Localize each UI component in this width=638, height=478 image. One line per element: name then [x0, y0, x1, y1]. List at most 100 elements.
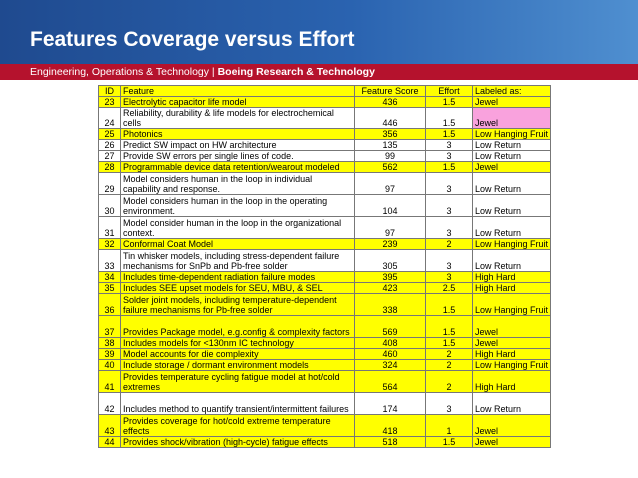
- row-feature: Solder joint models, including temperatu…: [120, 293, 355, 316]
- row-effort: 1.5: [425, 436, 473, 448]
- row-label: Low Hanging Fruit: [471, 359, 552, 371]
- row-label: High Hard: [471, 271, 552, 283]
- row-effort: 2: [425, 348, 473, 360]
- row-label: Jewel: [471, 315, 552, 338]
- organization-name: Boeing Research & Technology: [217, 66, 375, 78]
- row-feature: Model consider human in the loop in the …: [120, 216, 355, 239]
- row-feature: Include storage / dormant environment mo…: [120, 359, 355, 371]
- row-id: 43: [98, 414, 121, 437]
- row-feature-score: 239: [354, 238, 426, 250]
- header-labeled-as: Labeled as:: [471, 85, 552, 97]
- row-id: 26: [98, 139, 121, 151]
- row-effort: 1.5: [425, 107, 473, 129]
- row-feature-score: 135: [354, 139, 426, 151]
- row-feature: Includes SEE upset models for SEU, MBU, …: [120, 282, 355, 294]
- row-id: 24: [98, 107, 121, 129]
- table-row: 35 Includes SEE upset models for SEU, MBU…: [98, 282, 552, 294]
- row-id: 35: [98, 282, 121, 294]
- header-feature-score: Feature Score: [354, 85, 426, 97]
- row-id: 37: [98, 315, 121, 338]
- row-label: High Hard: [471, 370, 552, 393]
- header-id: ID: [98, 85, 121, 97]
- row-feature-score: 99: [354, 150, 426, 162]
- table-row: 42 Includes method to quantify transient/…: [98, 392, 552, 415]
- row-label: Jewel: [471, 161, 552, 173]
- row-feature-score: 446: [354, 107, 426, 129]
- row-feature: Electrolytic capacitor life model: [120, 96, 355, 108]
- row-effort: 3: [425, 139, 473, 151]
- row-feature: Conformal Coat Model: [120, 238, 355, 250]
- row-label: Jewel: [471, 436, 552, 448]
- row-effort: 3: [425, 216, 473, 239]
- row-effort: 1.5: [425, 293, 473, 316]
- table-row: 27 Provide SW errors per single lines of …: [98, 150, 552, 162]
- row-feature-score: 418: [354, 414, 426, 437]
- row-id: 28: [98, 161, 121, 173]
- row-effort: 3: [425, 150, 473, 162]
- table-row: 34 Includes time-dependent radiation fail…: [98, 271, 552, 283]
- row-feature: Includes models for <130nm IC technology: [120, 337, 355, 349]
- row-label: Low Return: [471, 392, 552, 415]
- table-row: 26 Predict SW impact on HW architecture 13…: [98, 139, 552, 151]
- row-effort: 2: [425, 359, 473, 371]
- row-feature: Tin whisker models, including stress-dep…: [120, 249, 355, 272]
- row-feature-score: 97: [354, 172, 426, 195]
- row-feature-score: 338: [354, 293, 426, 316]
- table-row: 39 Model accounts for die complexity 460 2 H…: [98, 348, 552, 360]
- table-row: 41 Provides temperature cycling fatigue m…: [98, 370, 552, 393]
- organization-prefix: Engineering, Operations & Technology |: [30, 66, 218, 78]
- row-id: 38: [98, 337, 121, 349]
- row-effort: 1.5: [425, 337, 473, 349]
- row-id: 23: [98, 96, 121, 108]
- row-effort: 3: [425, 172, 473, 195]
- row-feature-score: 408: [354, 337, 426, 349]
- header-effort: Effort: [425, 85, 473, 97]
- table-row: 44 Provides shock/vibration (high-cycle) …: [98, 436, 552, 448]
- row-feature-score: 104: [354, 194, 426, 217]
- row-effort: 1.5: [425, 128, 473, 140]
- row-id: 41: [98, 370, 121, 393]
- table-row: 30 Model considers human in the loop in t…: [98, 194, 552, 217]
- row-feature: Provide SW errors per single lines of co…: [120, 150, 355, 162]
- row-id: 42: [98, 392, 121, 415]
- row-feature: Provides temperature cycling fatigue mod…: [120, 370, 355, 393]
- row-feature: Provides shock/vibration (high-cycle) fa…: [120, 436, 355, 448]
- row-id: 40: [98, 359, 121, 371]
- row-id: 44: [98, 436, 121, 448]
- row-feature: Model accounts for die complexity: [120, 348, 355, 360]
- row-id: 29: [98, 172, 121, 195]
- row-label: Low Return: [471, 150, 552, 162]
- row-label: Low Return: [471, 139, 552, 151]
- table-row: 24 Reliability, durability & life models …: [98, 107, 552, 129]
- table-row: 33 Tin whisker models, including stress-d…: [98, 249, 552, 272]
- row-effort: 2.5: [425, 282, 473, 294]
- row-label: Low Hanging Fruit: [471, 128, 552, 140]
- row-label: Jewel: [471, 414, 552, 437]
- row-feature-score: 460: [354, 348, 426, 360]
- row-id: 25: [98, 128, 121, 140]
- row-label: Low Return: [471, 172, 552, 195]
- row-id: 31: [98, 216, 121, 239]
- row-effort: 3: [425, 249, 473, 272]
- organization-text: Engineering, Operations & Technology | B…: [30, 64, 375, 80]
- table-row: 38 Includes models for <130nm IC technolo…: [98, 337, 552, 349]
- row-feature: Includes method to quantify transient/in…: [120, 392, 355, 415]
- row-effort: 3: [425, 194, 473, 217]
- table-row: 31 Model consider human in the loop in th…: [98, 216, 552, 239]
- row-feature: Model considers human in the loop in ind…: [120, 172, 355, 195]
- row-feature-score: 518: [354, 436, 426, 448]
- table-row: 37 Provides Package model, e.g.config & c…: [98, 315, 552, 338]
- row-id: 33: [98, 249, 121, 272]
- row-feature: Includes time-dependent radiation failur…: [120, 271, 355, 283]
- features-table: ID Feature Feature Score Effort Labeled …: [98, 85, 552, 448]
- row-feature: Programmable device data retention/wearo…: [120, 161, 355, 173]
- title-bar: Features Coverage versus Effort: [0, 0, 638, 64]
- row-id: 30: [98, 194, 121, 217]
- row-effort: 3: [425, 392, 473, 415]
- table-header-row: ID Feature Feature Score Effort Labeled …: [98, 85, 552, 97]
- row-label: Low Hanging Fruit: [471, 293, 552, 316]
- row-effort: 3: [425, 271, 473, 283]
- row-feature-score: 436: [354, 96, 426, 108]
- table-row: 36 Solder joint models, including tempera…: [98, 293, 552, 316]
- row-label: Jewel: [471, 337, 552, 349]
